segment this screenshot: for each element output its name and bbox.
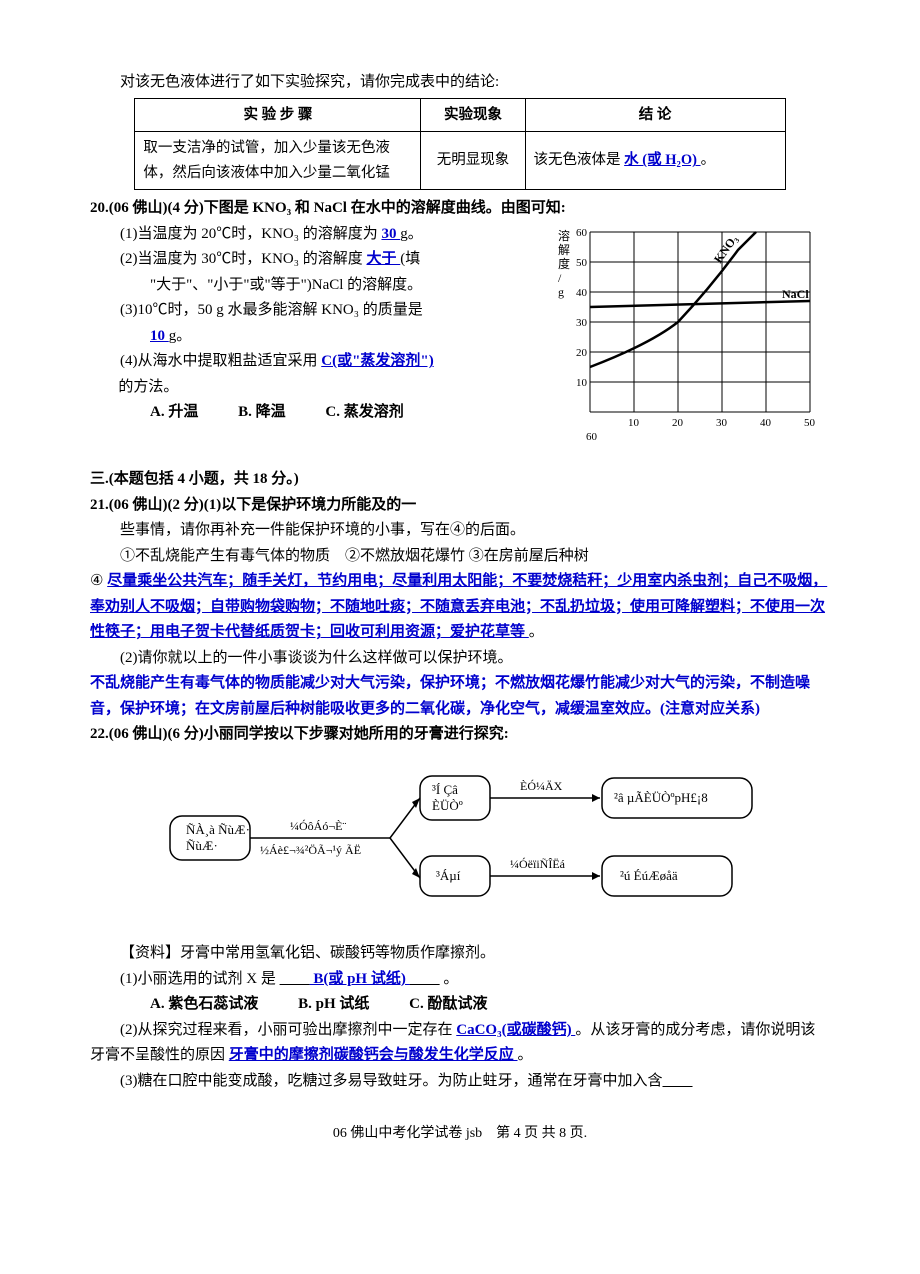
q22-p3-text: (3)糖在口腔中能变成酸，吃糖过多易导致蛀牙。为防止蛀牙，通常在牙膏中加入含 [120, 1073, 663, 1089]
cell-step: 取一支洁净的试管，加入少量该无色液体，然后向该液体中加入少量二氧化锰 [135, 132, 421, 190]
q20-4b: 的方法。 [118, 379, 178, 395]
q22-choice-b: B. pH 试纸 [298, 992, 369, 1018]
table-header-row: 实 验 步 骤 实验现象 结 论 [135, 98, 785, 132]
svg-text:10: 10 [628, 417, 640, 429]
svg-text:解: 解 [558, 243, 570, 257]
q21-item4-suffix: 。 [529, 624, 544, 640]
cell-phenom: 无明显现象 [421, 132, 525, 190]
q20-1b: g。 [400, 226, 423, 242]
q20-3b: g。 [169, 328, 192, 344]
q20-1a: (1)当温度为 20℃时，KNO₃ 的溶解度为 [120, 226, 378, 242]
q22-header: 22.(06 佛山)(6 分)小丽同学按以下步骤对她所用的牙膏进行探究: [90, 722, 830, 748]
kno3-label: KNO₃ [711, 232, 740, 266]
q20-4a: (4)从海水中提取粗盐适宜采用 [120, 353, 318, 369]
svg-text:g: g [558, 285, 564, 299]
page-footer: 06 佛山中考化学试卷 jsb 第 4 页 共 8 页. [90, 1122, 830, 1146]
diagram-arrow-up: ÈÓ¼ÄX [520, 779, 563, 793]
q21-header2: 些事情，请你再补充一件能保护环境的小事，写在④的后面。 [90, 518, 830, 544]
q22-p1: (1)小丽选用的试剂 X 是 B(或 pH 试纸) 。 [90, 967, 830, 993]
svg-text:30: 30 [716, 417, 728, 429]
th-phenom: 实验现象 [421, 98, 525, 132]
q21-p2-prefix: (2)请你就以上的一件小事谈谈为什么这样做可以保护环境。 [90, 646, 830, 672]
svg-text:溶: 溶 [558, 228, 570, 243]
q22-p2: (2)从探究过程来看，小丽可验出摩擦剂中一定存在 CaCO₃(或碳酸钙) 。从该… [90, 1018, 830, 1069]
svg-text:度: 度 [558, 256, 570, 271]
q22-p2c: 。 [518, 1047, 533, 1063]
q20-3a: (3)10℃时，50 g 水最多能溶解 KNO₃ 的质量是 [120, 302, 423, 318]
svg-text:³Í Çâ: ³Í Çâ [432, 782, 458, 797]
q20-a2: 大于 [366, 251, 400, 267]
q22-p3: (3)糖在口腔中能变成酸，吃糖过多易导致蛀牙。为防止蛀牙，通常在牙膏中加入含 [90, 1069, 830, 1095]
q22-p1b: 。 [443, 971, 458, 987]
q22-diagram: ÑÀ¸à ÑùÆ· ÑùÆ· ¼ÓôÁó¬È¨ ½Áè£¬¾²ÖÃ¬¹ý ÃË … [90, 758, 830, 928]
svg-text:20: 20 [576, 347, 588, 359]
choice-c: C. 蒸发溶剂 [325, 400, 403, 426]
q21-item4-answer: 尽量乘坐公共汽车；随手关灯，节约用电；尽量利用太阳能；不要焚烧秸秆；少用室内杀虫… [90, 573, 827, 640]
svg-text:60: 60 [586, 431, 598, 443]
q20-2b: (填 [400, 251, 420, 267]
th-step: 实 验 步 骤 [135, 98, 421, 132]
experiment-table: 实 验 步 骤 实验现象 结 论 取一支洁净的试管，加入少量该无色液体，然后向该… [134, 98, 785, 191]
q22-a1: B(或 pH 试纸) [310, 971, 410, 987]
svg-text:20: 20 [672, 417, 684, 429]
q22-choice-c: C. 酚酞试液 [409, 992, 487, 1018]
table-row: 取一支洁净的试管，加入少量该无色液体，然后向该液体中加入少量二氧化锰 无明显现象… [135, 132, 785, 190]
q20-block: 20.(06 佛山)(4 分)下图是 KNO₃ 和 NaCl 在水中的溶解度曲线… [90, 196, 830, 467]
svg-text:40: 40 [576, 287, 588, 299]
choice-b: B. 降温 [238, 400, 286, 426]
q20-num: 20.(06 佛山)(4 分)下图是 KNO₃ 和 NaCl 在水中的溶解度曲线… [90, 200, 566, 216]
solubility-chart: 溶 解 度 / g [550, 222, 830, 462]
section3-header: 三.(本题包括 4 小题，共 18 分。) [90, 467, 830, 493]
svg-text:ÑùÆ·: ÑùÆ· [186, 838, 218, 853]
conclusion-suffix: 。 [701, 152, 716, 168]
q22-choices: A. 紫色石蕊试液 B. pH 试纸 C. 酚酞试液 [150, 992, 830, 1018]
q21-items: ①不乱烧能产生有毒气体的物质 ②不燃放烟花爆竹 ③在房前屋后种树 [90, 544, 830, 570]
svg-text:30: 30 [576, 317, 588, 329]
q21-num: 21.(06 佛山)(2 分)(1)以下是保护环境力所能及的一 [90, 497, 416, 513]
svg-text:/: / [558, 271, 562, 285]
q20-a1: 30 [381, 226, 400, 242]
q21-item4-prefix: ④ [90, 573, 103, 589]
diagram-box-up-right: ²â µÃÈÜÒºpH£¡8 [614, 790, 708, 805]
q21-item4: ④ 尽量乘坐公共汽车；随手关灯，节约用电；尽量利用太阳能；不要焚烧秸秆；少用室内… [90, 569, 830, 646]
q22-p1a: (1)小丽选用的试剂 X 是 [120, 971, 276, 987]
q22-resource: 【资料】牙膏中常用氢氧化铝、碳酸钙等物质作摩擦剂。 [90, 941, 830, 967]
intro-text: 对该无色液体进行了如下实验探究，请你完成表中的结论: [120, 74, 499, 90]
conclusion-answer: 水 (或 H₂O) [624, 152, 700, 168]
q22-a2b: 牙膏中的摩擦剂碳酸钙会与酸发生化学反应 [229, 1047, 518, 1063]
svg-text:40: 40 [760, 417, 772, 429]
q22-a2a: CaCO₃(或碳酸钙) [456, 1022, 575, 1038]
q20-a3: 10 [150, 328, 169, 344]
svg-text:ÈÜÒº: ÈÜÒº [432, 798, 463, 813]
nacl-label: NaCl [782, 287, 809, 301]
svg-text:50: 50 [576, 257, 588, 269]
diagram-box-down-right: ²ú ÉúÆøåä [620, 868, 678, 883]
q22-num: 22.(06 佛山)(6 分)小丽同学按以下步骤对她所用的牙膏进行探究: [90, 726, 509, 742]
q20-header: 20.(06 佛山)(4 分)下图是 KNO₃ 和 NaCl 在水中的溶解度曲线… [90, 196, 830, 222]
q21-header: 21.(06 佛山)(2 分)(1)以下是保护环境力所能及的一 [90, 493, 830, 519]
diagram-arrow1-bot: ½Áè£¬¾²ÖÃ¬¹ý ÃË [260, 843, 361, 857]
q22-p2a: (2)从探究过程来看，小丽可验出摩擦剂中一定存在 [120, 1022, 453, 1038]
diagram-box1-line1: ÑÀ¸à ÑùÆ· [186, 822, 250, 837]
diagram-arrow-down: ¼ÓëïiÑÎËá [510, 857, 566, 871]
intro-line: 对该无色液体进行了如下实验探究，请你完成表中的结论: [90, 70, 830, 96]
svg-text:50: 50 [804, 417, 816, 429]
q20-a4: C(或"蒸发溶剂") [321, 353, 433, 369]
q20-2a: (2)当温度为 30℃时，KNO₃ 的溶解度 [120, 251, 363, 267]
diagram-arrow1-top: ¼ÓôÁó¬È¨ [290, 819, 346, 833]
choice-a: A. 升温 [150, 400, 198, 426]
svg-text:10: 10 [576, 377, 588, 389]
conclusion-prefix: 该无色液体是 [534, 152, 621, 168]
q21-p2-answer: 不乱烧能产生有毒气体的物质能减少对大气污染，保护环境；不燃放烟花爆竹能减少对大气… [90, 671, 830, 722]
cell-conclusion: 该无色液体是 水 (或 H₂O) 。 [525, 132, 785, 190]
diagram-box-down: ³Áµí [436, 868, 461, 883]
q22-choice-a: A. 紫色石蕊试液 [150, 992, 258, 1018]
th-conclusion: 结 论 [525, 98, 785, 132]
svg-text:60: 60 [576, 227, 588, 239]
